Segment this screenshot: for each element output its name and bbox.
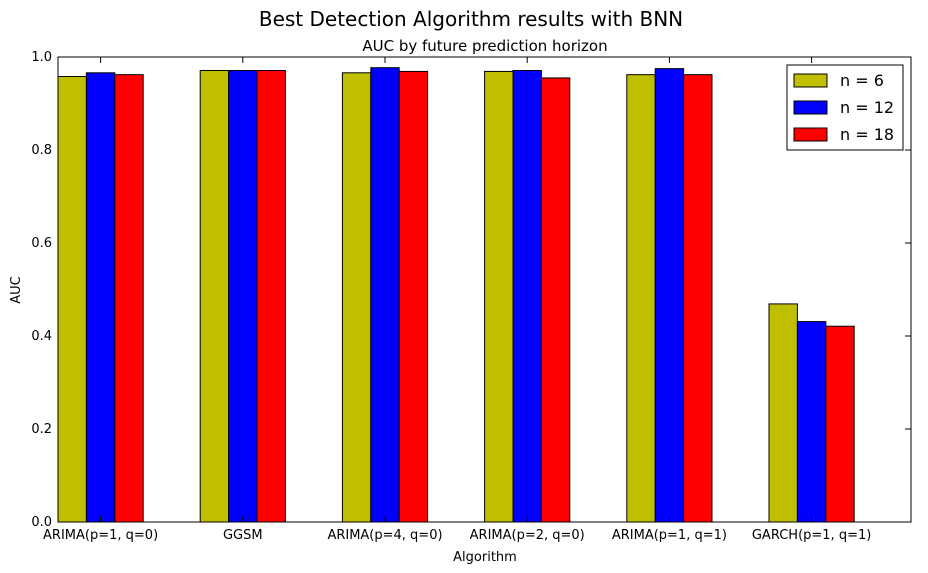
bar: [57, 76, 87, 523]
bar: [796, 321, 827, 523]
bar: [85, 72, 116, 523]
legend-swatch: [793, 100, 828, 115]
bar: [825, 325, 855, 523]
y-axis-label: AUC: [9, 276, 24, 304]
x-tick-label: ARIMA(p=1, q=1): [612, 528, 727, 543]
plot-frame: [57, 56, 912, 523]
legend-label: n = 12: [840, 98, 894, 117]
bar: [114, 74, 144, 523]
bar: [626, 74, 656, 523]
y-tick-label: 0.4: [31, 329, 52, 344]
legend: n = 6 n = 12 n = 18: [786, 64, 904, 151]
x-tick-label: ARIMA(p=2, q=0): [470, 528, 585, 543]
x-tick-label: GARCH(p=1, q=1): [752, 528, 871, 543]
y-tick-label: 0.0: [31, 515, 52, 530]
bar: [768, 303, 798, 523]
bar: [256, 69, 286, 523]
bar: [484, 70, 514, 523]
x-tick-label: ARIMA(p=4, q=0): [327, 528, 442, 543]
chart-title: Best Detection Algorithm results with BN…: [259, 7, 683, 31]
legend-swatch: [793, 127, 828, 142]
x-tick-label: GGSM: [223, 528, 263, 543]
y-tick-label: 0.6: [31, 236, 52, 251]
x-tick-labels: ARIMA(p=1, q=0) GGSM ARIMA(p=4, q=0) ARIMA(…: [43, 57, 871, 543]
bar: [540, 77, 571, 523]
bar: [341, 72, 372, 523]
legend-label: n = 6: [840, 71, 884, 90]
y-ticks: 0.0 0.2 0.4 0.6 0.8 1.0: [31, 50, 911, 530]
y-tick-label: 0.2: [31, 422, 52, 437]
bars: [57, 67, 855, 523]
y-tick-label: 0.8: [31, 143, 52, 158]
bar: [512, 69, 542, 523]
y-tick-label: 1.0: [31, 50, 52, 65]
bar: [228, 69, 258, 523]
bar: [683, 74, 713, 523]
legend-label: n = 18: [840, 125, 894, 144]
x-tick-label: ARIMA(p=1, q=0): [43, 528, 158, 543]
bar: [199, 69, 230, 523]
x-axis-label: Algorithm: [453, 550, 517, 565]
chart-subtitle: AUC by future prediction horizon: [362, 37, 607, 55]
bar: [398, 70, 429, 523]
bar: [654, 68, 685, 523]
legend-swatch: [793, 73, 828, 88]
bar: [370, 67, 400, 523]
